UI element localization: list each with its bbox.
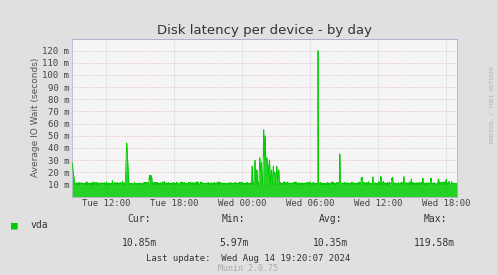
Text: 5.97m: 5.97m	[219, 238, 248, 248]
Text: 10.85m: 10.85m	[122, 238, 157, 248]
Text: Avg:: Avg:	[319, 214, 342, 224]
Text: 119.58m: 119.58m	[414, 238, 455, 248]
Text: Min:: Min:	[222, 214, 246, 224]
Title: Disk latency per device - by day: Disk latency per device - by day	[157, 24, 372, 37]
Text: vda: vda	[31, 220, 48, 230]
Y-axis label: Average IO Wait (seconds): Average IO Wait (seconds)	[31, 58, 40, 177]
Text: 10.35m: 10.35m	[313, 238, 348, 248]
Text: Last update:  Wed Aug 14 19:20:07 2024: Last update: Wed Aug 14 19:20:07 2024	[147, 254, 350, 263]
Text: ■: ■	[11, 220, 18, 230]
Text: RRDTOOL / TOBI OETIKER: RRDTOOL / TOBI OETIKER	[490, 66, 495, 143]
Text: Max:: Max:	[423, 214, 447, 224]
Text: Cur:: Cur:	[127, 214, 151, 224]
Text: Munin 2.0.75: Munin 2.0.75	[219, 264, 278, 273]
